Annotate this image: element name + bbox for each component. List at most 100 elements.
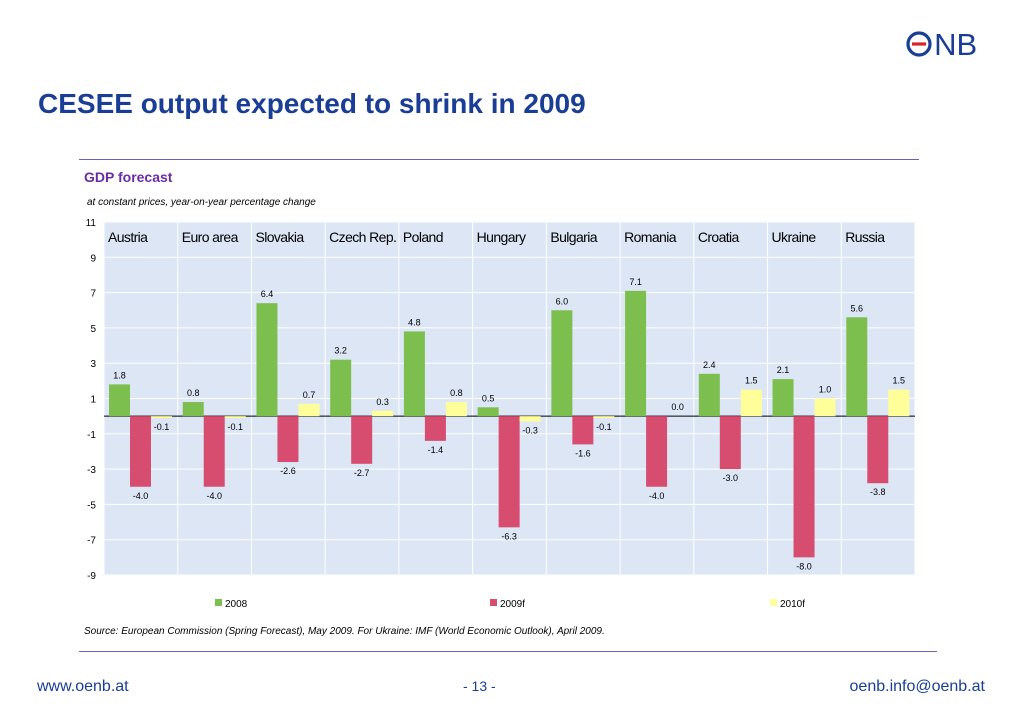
- bar-2008-bulgaria: [551, 310, 573, 417]
- category-label: Bulgaria: [550, 229, 597, 245]
- bar-2010f-bulgaria: [593, 416, 615, 418]
- bar-2010f-austria: [151, 416, 172, 418]
- data-label: -0.1: [227, 422, 243, 432]
- data-label: 0.5: [482, 393, 495, 403]
- bar-2008-ukraine: [772, 379, 794, 417]
- data-label: -6.3: [501, 531, 517, 541]
- chart-subtitle: at constant prices, year-on-year percent…: [87, 197, 316, 208]
- data-label: 0.3: [376, 397, 389, 407]
- bar-2008-austria: [109, 384, 130, 417]
- legend-swatch-2008: [215, 599, 222, 606]
- data-label: -0.3: [522, 425, 538, 435]
- legend-swatch-2009f: [490, 599, 497, 606]
- category-label: Ukraine: [772, 229, 817, 245]
- y-tick-label: -3: [87, 465, 96, 476]
- bar-2009f-czech-rep-: [351, 416, 373, 464]
- y-tick-label: 3: [90, 359, 96, 370]
- oenb-logo: ONB: [906, 27, 977, 62]
- y-tick-label: 5: [90, 324, 96, 335]
- bar-2008-croatia: [698, 373, 720, 417]
- data-label: 6.4: [261, 289, 274, 299]
- category-label: Slovakia: [255, 229, 304, 245]
- bar-2008-hungary: [477, 407, 499, 417]
- bar-2010f-euro-area: [224, 416, 246, 418]
- data-label: 5.6: [851, 303, 864, 313]
- legend-swatch-2010f: [770, 599, 777, 606]
- data-label: 1.0: [819, 385, 832, 395]
- data-label: -0.1: [596, 422, 612, 432]
- bar-2010f-croatia: [740, 389, 762, 417]
- y-tick-label: 7: [90, 289, 96, 300]
- data-label: 0.8: [187, 388, 200, 398]
- bar-2009f-euro-area: [203, 416, 225, 487]
- bar-2010f-hungary: [519, 416, 541, 422]
- data-label: 1.5: [745, 376, 758, 386]
- data-label: 1.8: [113, 370, 126, 380]
- page-number: - 13 -: [463, 678, 496, 694]
- bar-2008-romania: [625, 290, 647, 417]
- data-label: 4.8: [408, 317, 421, 327]
- bar-2008-russia: [846, 317, 868, 417]
- legend-label-2010f: 2010f: [780, 599, 805, 610]
- category-label: Croatia: [698, 229, 740, 245]
- bar-2009f-russia: [867, 416, 889, 484]
- category-label: Austria: [108, 229, 148, 245]
- bar-2009f-hungary: [498, 416, 520, 528]
- data-label: -1.4: [428, 445, 444, 455]
- bar-2010f-poland: [445, 402, 467, 417]
- bar-2010f-czech-rep-: [372, 410, 394, 417]
- y-tick-label: 11: [86, 218, 97, 229]
- category-label: Euro area: [182, 229, 239, 245]
- data-label: -8.0: [796, 561, 812, 571]
- bar-2008-slovakia: [256, 303, 278, 417]
- bar-2009f-ukraine: [793, 416, 815, 558]
- data-label: -3.8: [870, 487, 886, 497]
- source-note: Source: European Commission (Spring Fore…: [84, 626, 605, 637]
- data-label: -4.0: [649, 491, 665, 501]
- bar-2010f-russia: [888, 389, 910, 417]
- y-tick-label: -7: [87, 536, 96, 547]
- y-tick-label: 9: [90, 253, 96, 264]
- data-label: 3.2: [334, 346, 347, 356]
- data-label: -4.0: [133, 491, 149, 501]
- data-label: -0.1: [154, 422, 170, 432]
- category-label: Poland: [403, 229, 443, 245]
- y-tick-label: -9: [87, 571, 96, 582]
- data-label: 6.0: [556, 296, 569, 306]
- data-label: -1.6: [575, 448, 591, 458]
- category-label: Hungary: [477, 229, 526, 245]
- data-label: 0.0: [671, 402, 684, 412]
- data-label: 0.7: [303, 390, 316, 400]
- legend-label-2009f: 2009f: [500, 599, 525, 610]
- y-tick-label: -5: [87, 500, 96, 511]
- bottom-rule: [79, 651, 937, 652]
- bar-2009f-slovakia: [277, 416, 299, 463]
- chart-title: GDP forecast: [84, 169, 173, 185]
- bar-2009f-bulgaria: [572, 416, 594, 445]
- footer-website[interactable]: www.oenb.at: [37, 678, 129, 695]
- bar-2008-czech-rep-: [330, 359, 352, 417]
- data-label: 0.8: [450, 388, 463, 398]
- data-label: -2.7: [354, 468, 370, 478]
- logo-text: ONB: [910, 27, 977, 62]
- footer-email[interactable]: oenb.info@oenb.at: [849, 678, 985, 695]
- data-label: -4.0: [206, 491, 222, 501]
- bar-2009f-austria: [130, 416, 151, 487]
- bar-2010f-slovakia: [298, 403, 320, 417]
- data-label: 7.1: [629, 277, 642, 287]
- bar-2010f-ukraine: [814, 398, 836, 417]
- bar-2008-poland: [403, 331, 425, 417]
- bar-2009f-croatia: [719, 416, 741, 470]
- category-label: Czech Rep.: [329, 229, 396, 245]
- data-label: 2.4: [703, 360, 716, 370]
- y-tick-label: 1: [90, 395, 96, 406]
- data-label: -3.0: [723, 473, 739, 483]
- category-label: Russia: [845, 229, 885, 245]
- bar-2008-euro-area: [182, 402, 204, 417]
- data-label: -2.6: [280, 466, 296, 476]
- top-rule: [79, 159, 919, 160]
- data-label: 1.5: [893, 376, 906, 386]
- legend-label-2008: 2008: [225, 599, 248, 610]
- bar-2009f-romania: [646, 416, 668, 487]
- page-title: CESEE output expected to shrink in 2009: [38, 88, 586, 119]
